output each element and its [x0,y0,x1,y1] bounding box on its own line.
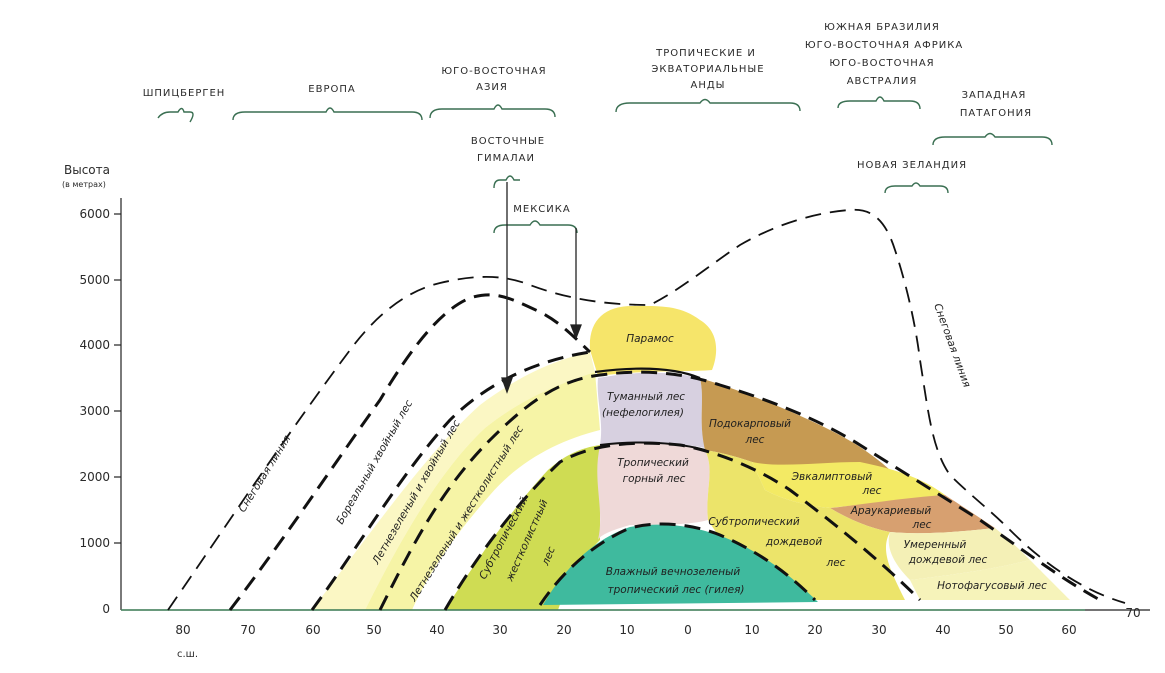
zone-deciduous-band [365,372,600,610]
sclerophyll-line [378,370,1101,611]
region-patagonia-1: ЗАПАДНАЯ [962,90,1027,101]
zone-paramos [589,305,717,376]
boreal-line [228,293,592,611]
x-tick-label: 70 [1125,606,1140,620]
x-tick-label: 10 [619,623,634,637]
label-snow-line-left: Снеговая линия [236,433,293,514]
label-eucalypt-2: лес [862,485,882,497]
region-brackets [157,96,1053,234]
y-tick-label: 3000 [79,404,110,418]
label-snow-line-right: Снеговая линия [931,302,973,389]
vegetation-zones [312,305,1070,610]
label-podocarp-2: лес [745,434,765,446]
x-tick-label: 70 [240,623,255,637]
y-tick-labels: 6000 5000 4000 3000 2000 1000 0 [79,207,110,616]
x-tick-label: 40 [935,623,950,637]
region-andes-2: ЭКВАТОРИАЛЬНЫЕ [651,64,764,75]
region-se-asia-1: ЮГО-ВОСТОЧНАЯ [441,66,546,77]
zone-labels: Парамос Туманный лес (нефелогилея) Тропи… [602,333,1047,596]
hylaea-line [538,522,817,606]
label-hylaea-2: тропический лес (гилея) [608,584,745,596]
region-himalaya-2: ГИМАЛАИ [477,153,535,164]
x-tick-label: 50 [998,623,1013,637]
zone-araucaria [830,495,995,534]
x-tick-labels: 80 70 60 50 40 30 20 10 0 10 20 30 40 50… [175,606,1140,637]
label-temperate-rain-2: дождевой лес [908,554,988,566]
region-south-4: АВСТРАЛИЯ [847,76,918,87]
y-tick-label: 2000 [79,470,110,484]
y-tick-label: 0 [102,602,110,616]
region-south-3: ЮГО-ВОСТОЧНАЯ [829,58,934,69]
x-tick-label: 50 [366,623,381,637]
region-spitsbergen: ШПИЦБЕРГЕН [143,88,226,99]
x-tick-label: 0 [684,623,692,637]
y-tick-label: 5000 [79,273,110,287]
label-araucaria-1: Араукариевый [850,505,932,517]
region-labels: ШПИЦБЕРГЕН ЕВРОПА ЮГО-ВОСТОЧНАЯ АЗИЯ ТРО… [143,22,1032,215]
label-nothofagus: Нотофагусовый лес [937,580,1047,592]
zone-boreal-band [312,352,595,610]
x-tick-label: 30 [492,623,507,637]
region-europe: ЕВРОПА [308,84,355,95]
region-south-2: ЮГО-ВОСТОЧНАЯ АФРИКА [805,40,963,51]
x-tick-label: 10 [744,623,759,637]
zone-cloud-forest [597,372,705,448]
region-south-1: ЮЖНАЯ БРАЗИЛИЯ [824,22,940,33]
region-andes-3: АНДЫ [691,80,726,91]
y-tick-label: 6000 [79,207,110,221]
x-tick-label: 80 [175,623,190,637]
arrows [501,182,582,394]
region-himalaya-1: ВОСТОЧНЫЕ [471,136,545,147]
zone-tropical-mountain [597,442,710,540]
x-tick-label: 60 [305,623,320,637]
label-cloud-2: (нефелогилея) [602,407,684,419]
zone-nothofagus [910,560,1070,600]
y-tick-label: 4000 [79,338,110,352]
zone-subtropical-sclerophyll [445,445,600,610]
region-patagonia-2: ПАТАГОНИЯ [960,108,1032,119]
label-temperate-rain-1: Умеренный [904,539,967,551]
x-tick-label: 30 [871,623,886,637]
deciduous-line [310,350,591,611]
label-subtropical-rain-3: лес [826,557,846,569]
x-tick-label: 20 [556,623,571,637]
zone-podocarp [700,378,890,470]
label-araucaria-2: лес [912,519,932,531]
zone-temperate-rain [888,528,1030,580]
region-mexico: МЕКСИКА [513,204,570,215]
zone-eucalypt [752,462,945,508]
region-se-asia-2: АЗИЯ [476,82,508,93]
y-tick-label: 1000 [79,536,110,550]
x-tick-label: 40 [429,623,444,637]
label-cloud-1: Туманный лес [607,391,685,403]
x-axis-note: с.ш. [177,649,198,660]
label-eucalypt-1: Эвкалиптовый [791,471,873,483]
label-subtropical-rain-1: Субтропический [708,516,800,528]
label-tropical-mountain-2: горный лес [623,473,686,485]
y-axis-unit: (в метрах) [62,180,106,189]
label-subtropical-rain-2: дождевой [765,536,822,548]
zone-hylaea [543,524,818,605]
y-axis-title: Высота [64,163,110,177]
x-tick-label: 20 [807,623,822,637]
snow-line [167,208,1126,611]
label-podocarp-1: Подокарповый [709,418,791,430]
label-hylaea-1: Влажный вечнозеленый [606,566,741,578]
x-tick-label: 60 [1061,623,1076,637]
label-paramos: Парамос [626,333,674,345]
label-tropical-mountain-1: Тропический [617,457,689,469]
region-new-zealand: НОВАЯ ЗЕЛАНДИЯ [857,160,967,171]
region-andes-1: ТРОПИЧЕСКИЕ И [655,48,756,59]
